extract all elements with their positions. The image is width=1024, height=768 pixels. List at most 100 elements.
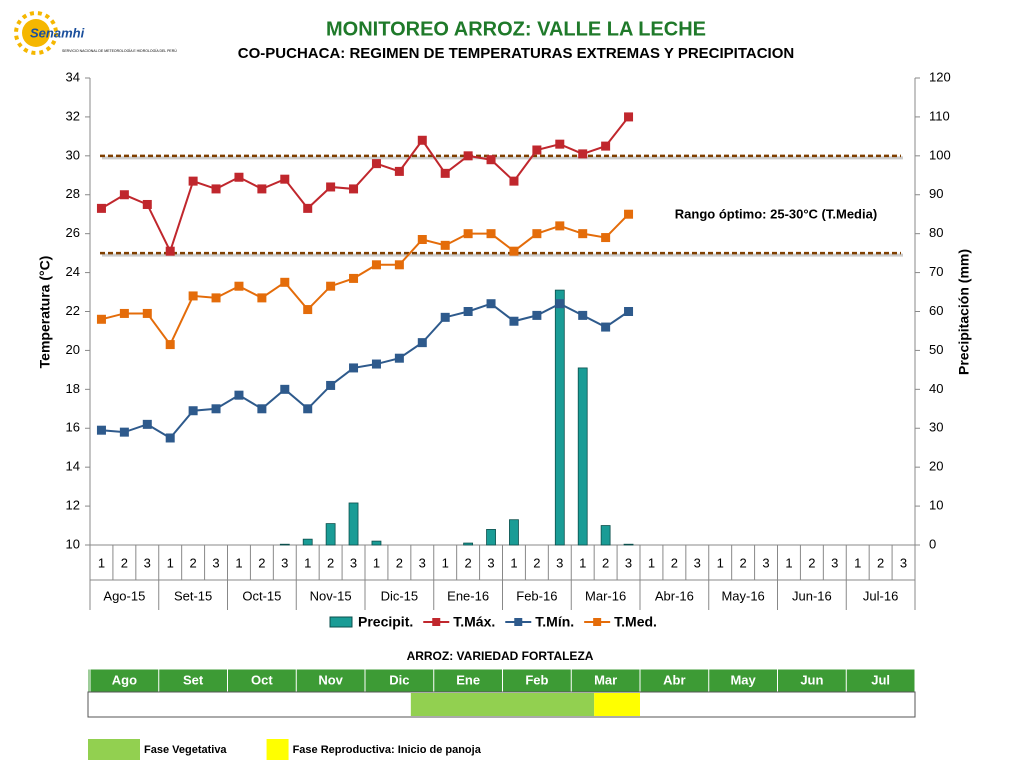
point	[440, 240, 450, 250]
point	[142, 308, 152, 318]
y2-tick-label: 0	[929, 536, 936, 551]
point	[280, 384, 290, 394]
point	[326, 380, 336, 390]
x-tick-label: 1	[717, 555, 724, 570]
calendar-month: Nov	[318, 672, 343, 687]
point	[486, 155, 496, 165]
point	[371, 260, 381, 270]
y-tick-label: 22	[66, 303, 80, 318]
x-tick-label: 2	[121, 555, 128, 570]
x-tick-label: 2	[602, 555, 609, 570]
point	[486, 299, 496, 309]
legend-label: T.Mín.	[535, 614, 574, 630]
x-tick-label: 1	[785, 555, 792, 570]
point	[532, 229, 542, 239]
x-tick-label: 2	[671, 555, 678, 570]
x-tick-label: 2	[465, 555, 472, 570]
calendar-month: Mar	[594, 672, 617, 687]
phase-bar	[594, 693, 640, 716]
precip-bar	[348, 502, 359, 546]
point	[234, 390, 244, 400]
precip-bar	[486, 529, 496, 546]
precip-bar	[509, 519, 519, 546]
x-tick-label: 1	[510, 555, 517, 570]
x-tick-label: 3	[625, 555, 632, 570]
y-tick-label: 30	[66, 147, 80, 162]
point	[211, 184, 221, 194]
x-tick-label: 2	[190, 555, 197, 570]
point	[142, 419, 152, 429]
phase-legend-label: Fase Vegetativa	[144, 744, 227, 756]
x-tick-label: 2	[740, 555, 747, 570]
chart-title: MONITOREO ARROZ: VALLE LA LECHE	[326, 18, 706, 40]
point	[188, 291, 198, 301]
y2-tick-label: 120	[929, 69, 951, 84]
precip-bar	[325, 523, 336, 546]
x-tick-label: 3	[694, 555, 701, 570]
x-group-label: Ene-16	[447, 588, 489, 603]
x-tick-label: 2	[396, 555, 403, 570]
point	[303, 305, 313, 315]
legend-marker	[432, 618, 441, 626]
x-group-label: Ago-15	[103, 588, 145, 603]
point	[532, 145, 542, 155]
point	[509, 246, 519, 256]
phase-legend-label: Fase Reproductiva: Inicio de panoja	[293, 744, 482, 756]
point	[188, 406, 198, 416]
point	[371, 159, 381, 169]
point	[119, 190, 129, 200]
x-tick-label: 2	[327, 555, 334, 570]
annotation: Rango óptimo: 25-30°C (T.Media)	[675, 206, 877, 221]
point	[555, 221, 565, 231]
crop-title: ARROZ: VARIEDAD FORTALEZA	[407, 649, 594, 663]
x-tick-label: 1	[304, 555, 311, 570]
point	[624, 112, 634, 122]
point	[257, 404, 267, 414]
y-tick-label: 18	[66, 381, 80, 396]
point	[394, 260, 404, 270]
point	[555, 299, 565, 309]
y-tick-label: 16	[66, 420, 80, 435]
y2-tick-label: 70	[929, 264, 943, 279]
x-tick-label: 3	[281, 555, 288, 570]
chart-subtitle: CO-PUCHACA: REGIMEN DE TEMPERATURAS EXTR…	[238, 45, 794, 62]
point	[578, 149, 588, 159]
x-tick-label: 1	[442, 555, 449, 570]
point	[165, 246, 175, 256]
point	[624, 209, 634, 219]
y-tick-label: 14	[66, 459, 80, 474]
point	[601, 141, 611, 151]
point	[234, 172, 244, 182]
point	[417, 338, 427, 348]
point	[326, 281, 336, 291]
point	[349, 273, 359, 283]
legend-swatch	[329, 616, 353, 628]
x-group-label: Feb-16	[516, 588, 557, 603]
series-line	[101, 213, 630, 347]
calendar-month: Set	[183, 672, 204, 687]
series-line	[100, 116, 630, 254]
x-tick-label: 3	[487, 555, 494, 570]
calendar-month: Ene	[456, 672, 480, 687]
x-tick-label: 1	[235, 555, 242, 570]
point	[96, 425, 106, 435]
precip-bar	[302, 538, 313, 546]
phase-bar	[410, 693, 595, 716]
y2-tick-label: 80	[929, 225, 943, 240]
logo-name: Senamhi	[30, 25, 85, 40]
x-tick-label: 3	[144, 555, 151, 570]
y2-tick-label: 110	[929, 108, 950, 123]
x-group-label: Jul-16	[863, 588, 898, 603]
point	[257, 293, 267, 303]
x-tick-label: 2	[533, 555, 540, 570]
x-tick-label: 1	[373, 555, 380, 570]
y2-tick-label: 90	[929, 186, 943, 201]
point	[394, 166, 404, 176]
legend-label: T.Máx.	[453, 614, 495, 630]
point	[601, 322, 611, 332]
point	[532, 310, 542, 320]
calendar-month: Oct	[251, 672, 273, 687]
y-tick-label: 20	[66, 342, 80, 357]
x-tick-label: 2	[808, 555, 815, 570]
